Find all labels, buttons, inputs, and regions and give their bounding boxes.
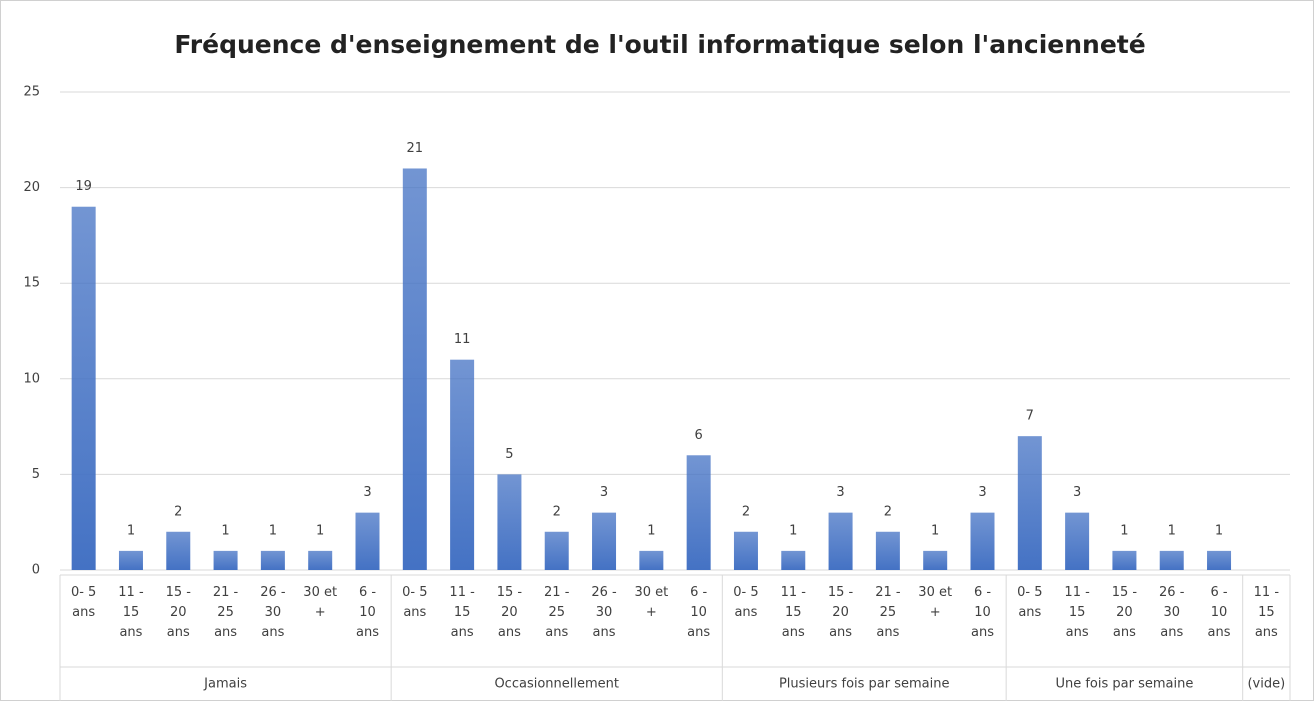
group-label: Une fois par semaine (1055, 677, 1193, 692)
x-tick-label: 6 -10 ans (687, 585, 710, 640)
x-tick-label: 11 -15 ans (781, 585, 807, 640)
data-label: 3 (363, 485, 371, 500)
x-tick-label: 26 -30 ans (591, 585, 617, 640)
bar (402, 168, 427, 571)
bar (1017, 436, 1042, 570)
x-tick-label: 11 -15 ans (1254, 585, 1280, 640)
y-tick-label: 25 (23, 85, 40, 100)
data-label: 3 (836, 485, 844, 500)
data-label: 2 (884, 504, 892, 519)
bar (781, 550, 806, 570)
group-label: Occasionnellement (494, 677, 619, 692)
x-tick-label: 15 -20 ans (166, 585, 192, 640)
bar (544, 531, 569, 570)
x-tick-label: 11 -15 ans (449, 585, 475, 640)
x-tick-label: 0- 5 ans (402, 585, 427, 620)
y-tick-label: 5 (32, 467, 40, 482)
x-tick-label: 30 et + (918, 585, 952, 620)
data-label: 2 (742, 504, 750, 519)
data-label: 2 (553, 504, 561, 519)
bar (875, 531, 900, 570)
x-tick-label: 26 -30 ans (260, 585, 286, 640)
x-tick-label: 30 et + (303, 585, 337, 620)
bar (639, 550, 664, 570)
data-label: 3 (1073, 485, 1081, 500)
data-label: 1 (1215, 523, 1223, 538)
data-label: 11 (454, 332, 471, 347)
bar (308, 550, 333, 570)
data-label: 1 (221, 523, 229, 538)
x-tick-label: 21 -25 ans (544, 585, 570, 640)
x-tick-label: 26 -30 ans (1159, 585, 1185, 640)
x-tick-label: 15 -20 ans (828, 585, 854, 640)
x-tick-label: 0- 5 ans (733, 585, 758, 620)
x-tick-label: 0- 5 ans (1017, 585, 1042, 620)
x-tick-label: 0- 5 ans (71, 585, 96, 620)
bar (497, 474, 522, 570)
group-label: Plusieurs fois par semaine (779, 677, 950, 692)
bar (1065, 512, 1090, 570)
x-tick-label: 6 -10 ans (971, 585, 994, 640)
data-label: 1 (931, 523, 939, 538)
y-tick-label: 10 (23, 371, 40, 386)
bar (733, 531, 758, 570)
x-tick-label: 21 -25 ans (875, 585, 901, 640)
bar (1112, 550, 1137, 570)
data-label: 21 (407, 141, 424, 156)
bar (260, 550, 285, 570)
chart-title: Fréquence d'enseignement de l'outil info… (174, 30, 1145, 59)
group-label: (vide) (1247, 677, 1285, 692)
bar (166, 531, 191, 570)
data-label: 6 (695, 428, 703, 443)
bar (1207, 550, 1232, 570)
data-label: 7 (1026, 409, 1034, 424)
bar (213, 550, 238, 570)
group-label: Jamais (203, 677, 247, 692)
data-label: 2 (174, 504, 182, 519)
x-tick-label: 6 -10 ans (356, 585, 379, 640)
y-tick-label: 20 (23, 180, 40, 195)
x-tick-label: 21 -25 ans (213, 585, 239, 640)
bar (970, 512, 995, 570)
bar (118, 550, 143, 570)
x-tick-label: 30 et + (634, 585, 668, 620)
bar (1159, 550, 1184, 570)
data-label: 1 (1168, 523, 1176, 538)
data-label: 1 (1120, 523, 1128, 538)
data-label: 1 (127, 523, 135, 538)
x-tick-label: 11 -15 ans (1064, 585, 1090, 640)
bar (828, 512, 853, 570)
data-label: 1 (269, 523, 277, 538)
data-label: 19 (75, 179, 92, 194)
data-label: 5 (505, 447, 513, 462)
bar (450, 359, 475, 570)
y-tick-label: 0 (32, 563, 40, 578)
bar (923, 550, 948, 570)
bar (686, 455, 711, 570)
data-label: 1 (316, 523, 324, 538)
data-label: 1 (789, 523, 797, 538)
x-tick-label: 6 -10 ans (1208, 585, 1231, 640)
bar (592, 512, 617, 570)
y-tick-label: 15 (23, 276, 40, 291)
bar (355, 512, 380, 570)
x-tick-label: 15 -20 ans (497, 585, 523, 640)
x-tick-label: 11 -15 ans (118, 585, 144, 640)
data-label: 3 (600, 485, 608, 500)
bar (71, 206, 96, 570)
data-label: 3 (978, 485, 986, 500)
x-tick-label: 15 -20 ans (1112, 585, 1138, 640)
data-label: 1 (647, 523, 655, 538)
